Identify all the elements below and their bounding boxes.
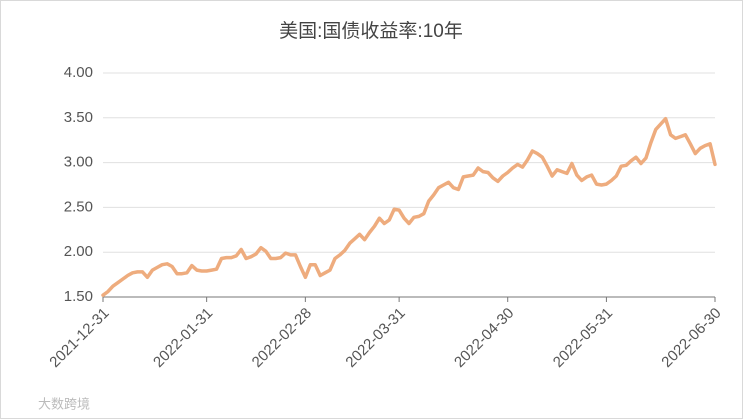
y-tick-label: 2.50 (64, 198, 93, 215)
y-tick-label: 2.00 (64, 243, 93, 260)
y-tick-label: 4.00 (64, 64, 93, 81)
chart-title: 美国:国债收益率:10年 (279, 20, 463, 42)
y-tick-label: 3.00 (64, 154, 93, 171)
y-tick-label: 1.50 (64, 288, 93, 305)
line (101, 116, 717, 297)
y-tick-label: 3.50 (64, 109, 93, 126)
watermark: 大数跨境 (38, 396, 90, 411)
